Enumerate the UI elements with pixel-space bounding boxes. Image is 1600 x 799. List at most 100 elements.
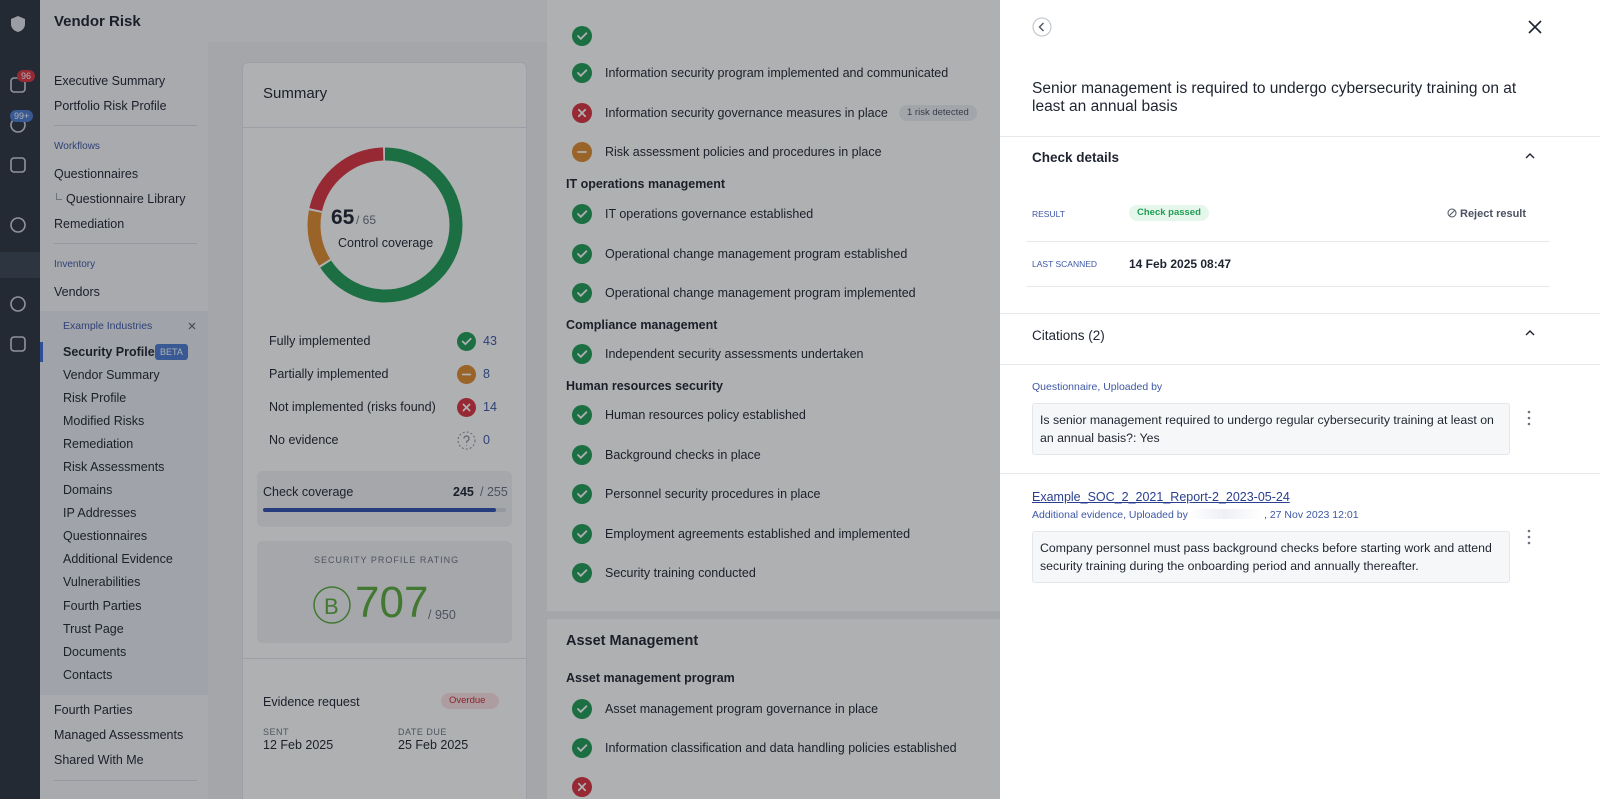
rating-score: 707 <box>355 578 429 627</box>
icon-glyph <box>577 744 588 753</box>
nav-icon <box>10 217 26 233</box>
evidence-title: Evidence request <box>263 695 360 709</box>
status-icon <box>572 63 592 83</box>
sidebar-link[interactable]: Vendors <box>54 285 100 299</box>
check-item[interactable]: Human resources policy established <box>605 408 806 422</box>
rating-max: / 950 <box>428 608 456 622</box>
rating-label: SECURITY PROFILE RATING <box>314 555 460 565</box>
group-heading: Asset management program <box>566 671 735 685</box>
check-item[interactable]: Risk assessment policies and procedures … <box>605 145 882 159</box>
sidebar-link[interactable]: Questionnaires <box>63 529 148 544</box>
divider <box>243 127 526 128</box>
vendor-panel <box>40 311 208 695</box>
status-row-count: 8 <box>483 367 490 381</box>
sidebar-link[interactable]: Remediation <box>63 437 134 452</box>
nav-glyph <box>10 217 26 233</box>
sidebar-link[interactable]: Risk Assessments <box>63 460 165 475</box>
status-icon <box>572 244 592 264</box>
check-item[interactable]: Operational change management program im… <box>605 286 916 300</box>
sidebar-heading: Workflows <box>54 141 100 152</box>
nav-badge: 96 <box>17 70 36 82</box>
evidence-link[interactable]: Example_SOC_2_2021_Report-2_2023-05-24 <box>1032 490 1290 504</box>
nav-glyph <box>10 157 26 173</box>
sidebar-link[interactable]: IP Addresses <box>63 506 137 521</box>
more-menu <box>1527 410 1531 426</box>
icon-fill <box>572 699 592 719</box>
menu-dot <box>1527 535 1531 539</box>
sidebar-link[interactable]: Fourth Parties <box>63 598 142 613</box>
icon-fill <box>572 484 592 504</box>
nav-glyph <box>10 336 26 352</box>
icon-glyph <box>461 337 472 345</box>
icon-fill <box>572 204 592 224</box>
quote-box: Company personnel must pass background c… <box>1032 531 1510 583</box>
check-coverage-label: Check coverage <box>263 485 354 499</box>
check-item[interactable]: Information security governance measures… <box>605 106 888 120</box>
nav-icon <box>10 296 26 312</box>
section-title: Asset Management <box>566 633 699 649</box>
status-icon <box>456 397 476 417</box>
active-marker <box>40 342 43 362</box>
nav-badge: 99+ <box>10 110 34 122</box>
sidebar-link[interactable]: Managed Assessments <box>54 728 184 742</box>
check-item[interactable]: IT operations governance established <box>605 207 814 221</box>
sidebar-link[interactable]: Questionnaire Library <box>66 192 186 206</box>
icon-fill <box>572 524 592 544</box>
check-item[interactable]: Asset management program governance in p… <box>605 702 879 716</box>
risk-tag: 1 risk detected <box>899 105 977 121</box>
check-item[interactable]: Personnel security procedures in place <box>605 487 821 501</box>
check-item[interactable]: Operational change management program es… <box>605 247 908 261</box>
sidebar-link[interactable]: Documents <box>63 644 127 659</box>
vendor-name: Example Industries <box>63 320 153 332</box>
reject-ring <box>1447 208 1457 218</box>
check-item[interactable]: Information security program implemented… <box>605 66 949 80</box>
due-label: DATE DUE <box>398 727 447 737</box>
sidebar-link[interactable]: Modified Risks <box>63 414 145 429</box>
group-heading: Compliance management <box>566 318 718 332</box>
sidebar-link[interactable]: Contacts <box>63 667 113 682</box>
sidebar-link[interactable]: Domains <box>63 483 113 498</box>
sidebar-link[interactable]: Vendor Summary <box>63 368 160 382</box>
section-heading: Check details <box>1032 150 1120 165</box>
sidebar-link[interactable]: Questionnaires <box>54 167 139 181</box>
status-row-label: No evidence <box>269 433 339 447</box>
field-label: LAST SCANNED <box>1032 259 1098 269</box>
sidebar-link[interactable]: Executive Summary <box>54 74 166 88</box>
sidebar-link[interactable]: Fourth Parties <box>54 703 133 717</box>
sidebar-link[interactable]: Risk Profile <box>63 391 127 406</box>
check-item[interactable]: Independent security assessments underta… <box>605 347 864 361</box>
coverage-label: Control coverage <box>338 236 434 250</box>
divider <box>1026 241 1550 242</box>
field-label: RESULT <box>1032 209 1065 219</box>
reject-icon <box>1447 208 1457 218</box>
sidebar-link[interactable]: Vulnerabilities <box>63 575 141 590</box>
menu-dot <box>1527 529 1531 533</box>
status-row-count: 0 <box>483 433 490 447</box>
chevron-glyph <box>1525 153 1535 159</box>
status-icon <box>456 364 476 384</box>
sidebar-link[interactable]: Shared With Me <box>54 753 144 767</box>
check-item[interactable]: Information classification and data hand… <box>605 741 957 755</box>
sidebar-link[interactable]: Additional Evidence <box>63 552 173 567</box>
reject-button[interactable]: Reject result <box>1460 208 1527 220</box>
icon-glyph <box>577 108 587 118</box>
icon-glyph <box>577 250 588 259</box>
status-icon <box>572 26 592 46</box>
citation-date: , 27 Nov 2023 12:01 <box>1264 509 1359 521</box>
check-item[interactable]: Security training conducted <box>605 566 756 580</box>
menu-dot <box>1527 541 1531 545</box>
sidebar-link[interactable]: Portfolio Risk Profile <box>54 99 167 113</box>
check-item[interactable]: Background checks in place <box>605 448 761 462</box>
sidebar-link-active[interactable]: Security Profile <box>63 345 155 359</box>
donut-segment <box>307 147 463 303</box>
section-heading: Citations (2) <box>1032 328 1105 343</box>
status-icon <box>456 331 476 351</box>
icon-glyph <box>577 530 588 539</box>
status-row-count: 43 <box>483 334 497 348</box>
status-icon <box>572 563 592 583</box>
status-row-label: Fully implemented <box>269 334 371 348</box>
sidebar-link[interactable]: Remediation <box>54 217 125 231</box>
sidebar-link[interactable]: Trust Page <box>63 621 124 636</box>
check-item[interactable]: Employment agreements established and im… <box>605 527 911 541</box>
